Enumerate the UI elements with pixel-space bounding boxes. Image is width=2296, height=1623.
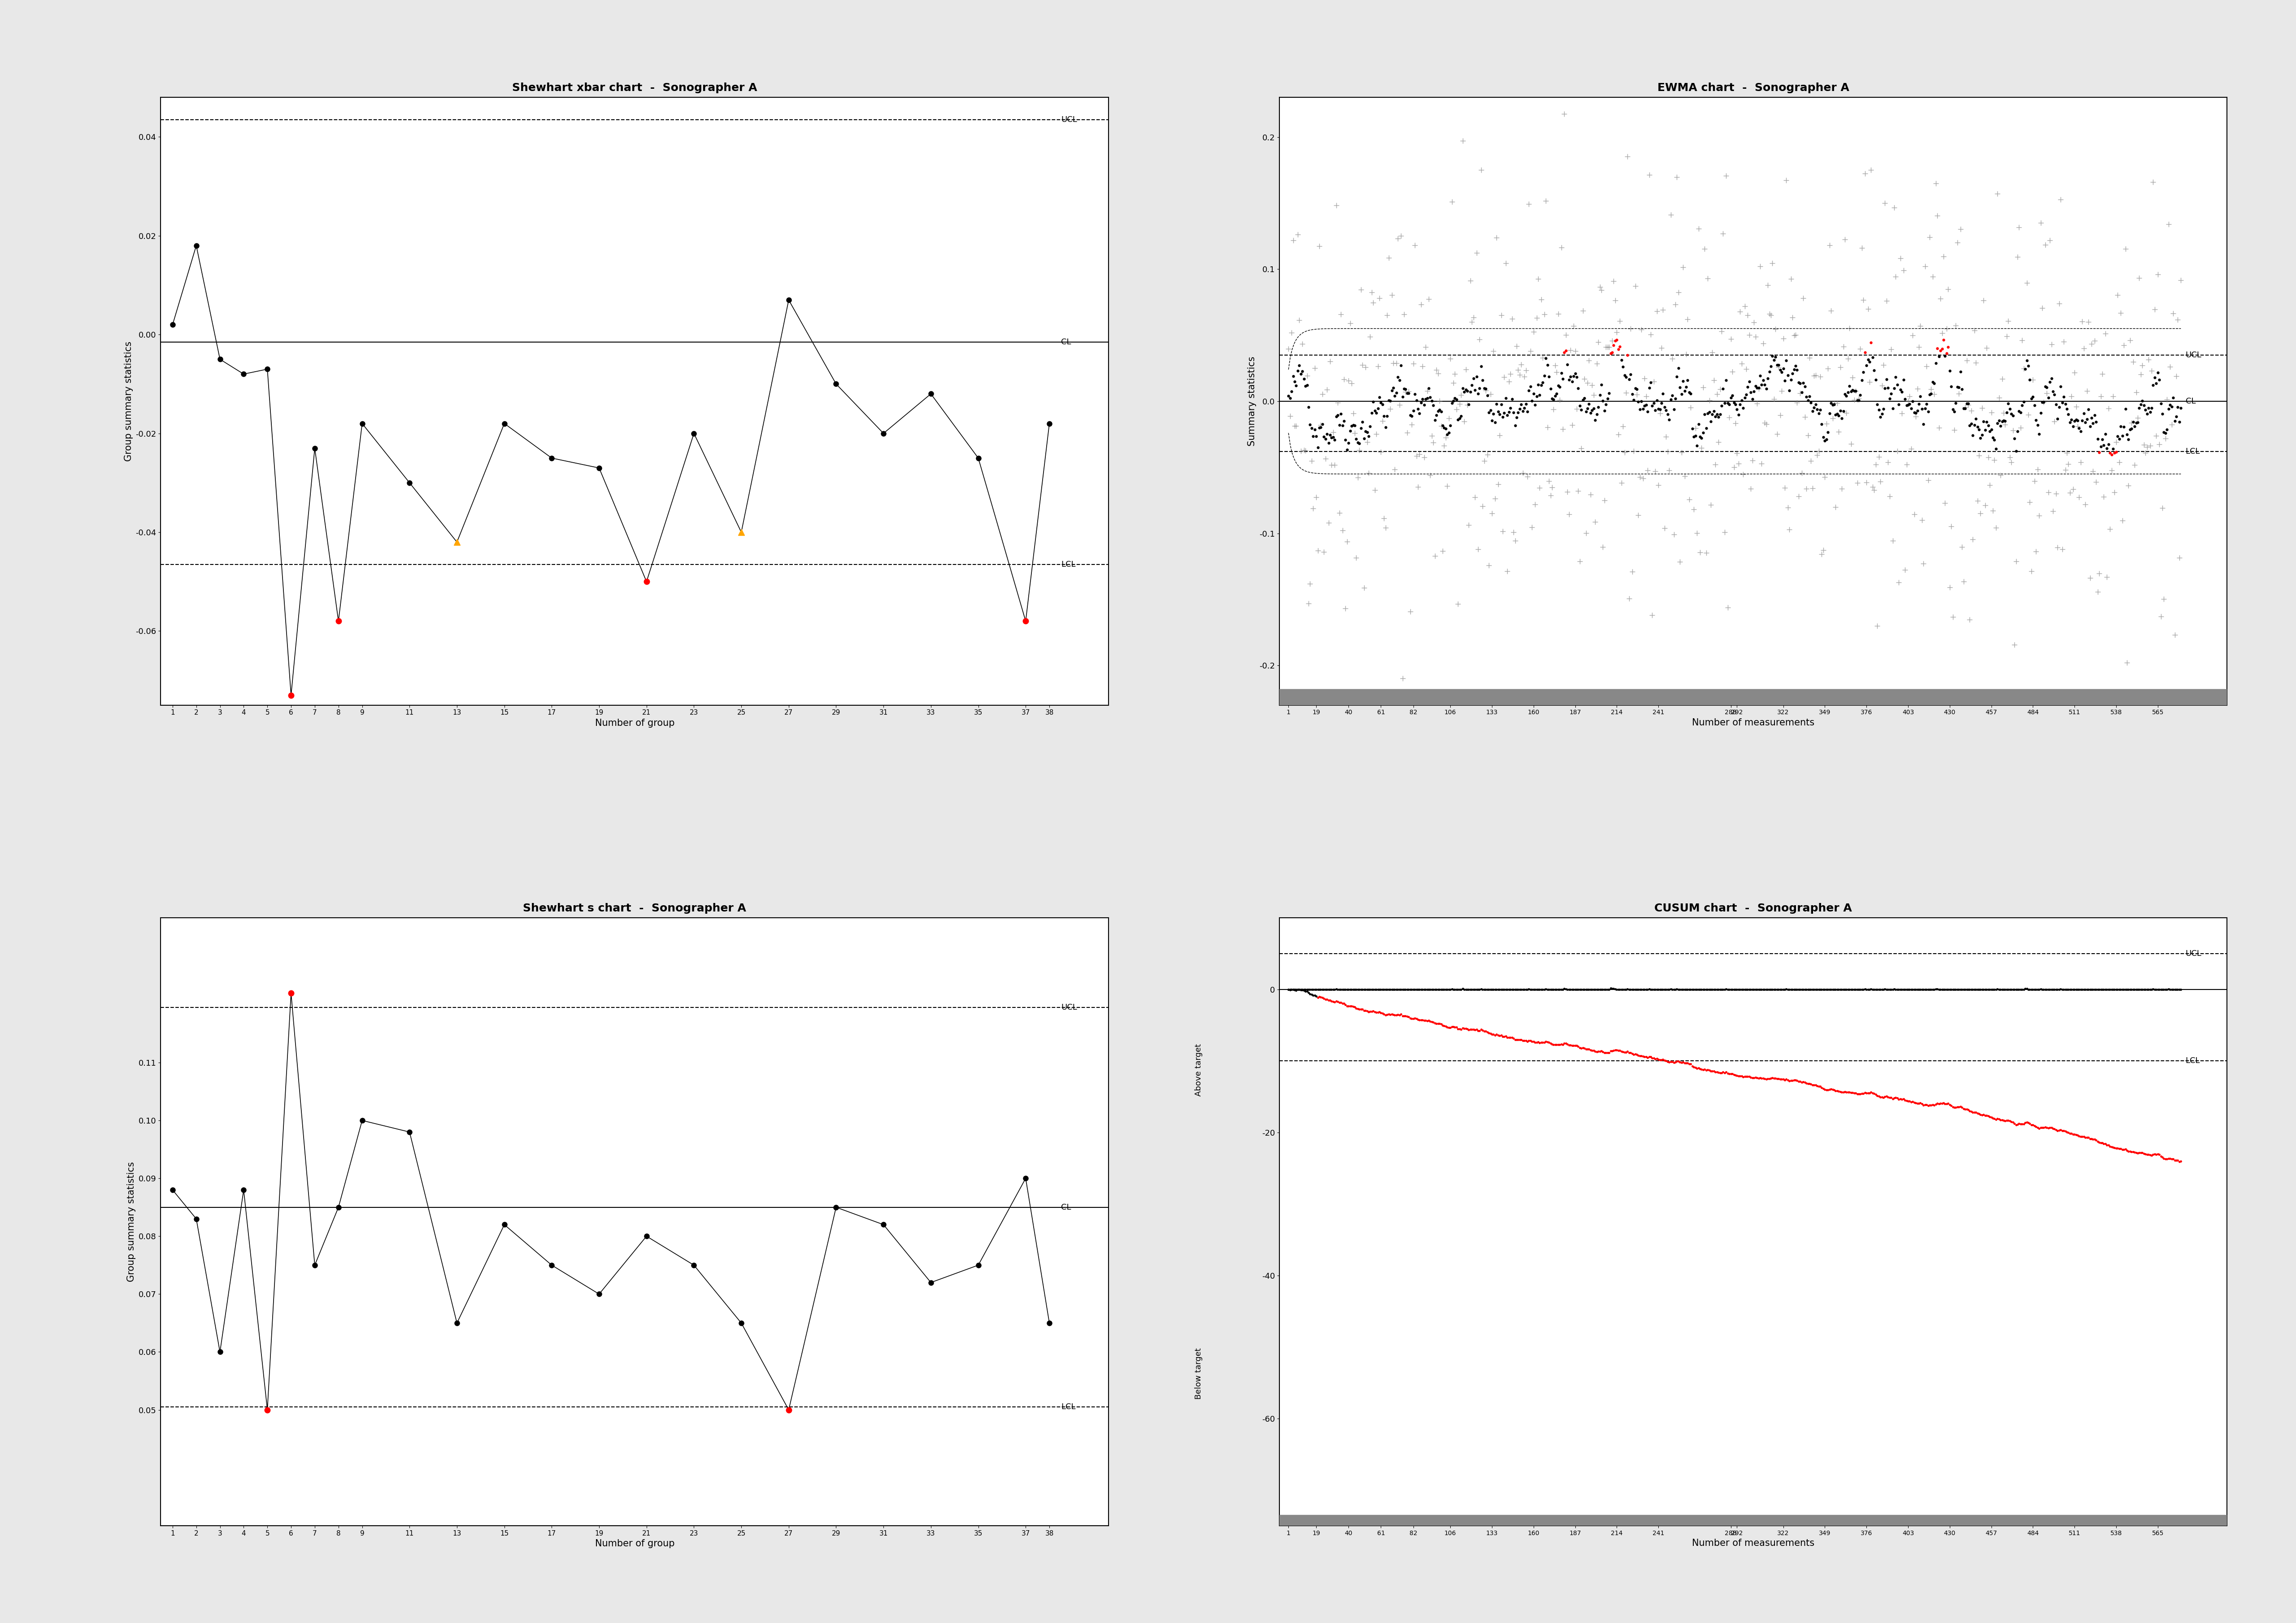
X-axis label: Number of measurements: Number of measurements (1692, 1539, 1814, 1548)
Text: CL: CL (1061, 1203, 1072, 1211)
Text: UCL: UCL (2186, 351, 2202, 359)
Text: CL: CL (2186, 398, 2195, 406)
X-axis label: Number of group: Number of group (595, 719, 675, 727)
Text: UCL: UCL (1061, 1003, 1077, 1011)
Title: EWMA chart  -  Sonographer A: EWMA chart - Sonographer A (1658, 83, 1848, 94)
Text: LCL: LCL (1061, 1402, 1077, 1410)
Title: CUSUM chart  -  Sonographer A: CUSUM chart - Sonographer A (1655, 902, 1853, 914)
Y-axis label: Group summary statistics: Group summary statistics (126, 1162, 135, 1282)
Text: Above target: Above target (1194, 1044, 1203, 1096)
X-axis label: Number of measurements: Number of measurements (1692, 719, 1814, 727)
Text: CL: CL (1061, 338, 1072, 346)
Y-axis label: Group summary statistics: Group summary statistics (124, 341, 133, 461)
Text: UCL: UCL (2186, 949, 2202, 958)
X-axis label: Number of group: Number of group (595, 1539, 675, 1548)
Text: LCL: LCL (2186, 1057, 2200, 1065)
Title: Shewhart xbar chart  -  Sonographer A: Shewhart xbar chart - Sonographer A (512, 83, 758, 94)
Text: UCL: UCL (1061, 115, 1077, 123)
Text: LCL: LCL (2186, 448, 2200, 456)
Title: Shewhart s chart  -  Sonographer A: Shewhart s chart - Sonographer A (523, 902, 746, 914)
Y-axis label: Summary statistics: Summary statistics (1247, 357, 1256, 446)
Text: LCL: LCL (1061, 560, 1077, 568)
Bar (1279, 690, 2227, 704)
Bar (1279, 1514, 2227, 1526)
Text: Below target: Below target (1194, 1349, 1203, 1399)
